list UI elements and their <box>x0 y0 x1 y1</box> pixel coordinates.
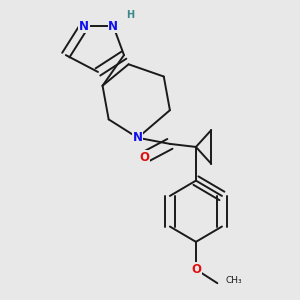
Text: N: N <box>79 20 89 32</box>
Text: N: N <box>108 20 118 32</box>
Text: N: N <box>133 131 143 144</box>
Text: O: O <box>191 263 201 276</box>
Text: H: H <box>126 10 134 20</box>
Text: O: O <box>139 151 149 164</box>
Text: CH₃: CH₃ <box>225 276 242 285</box>
